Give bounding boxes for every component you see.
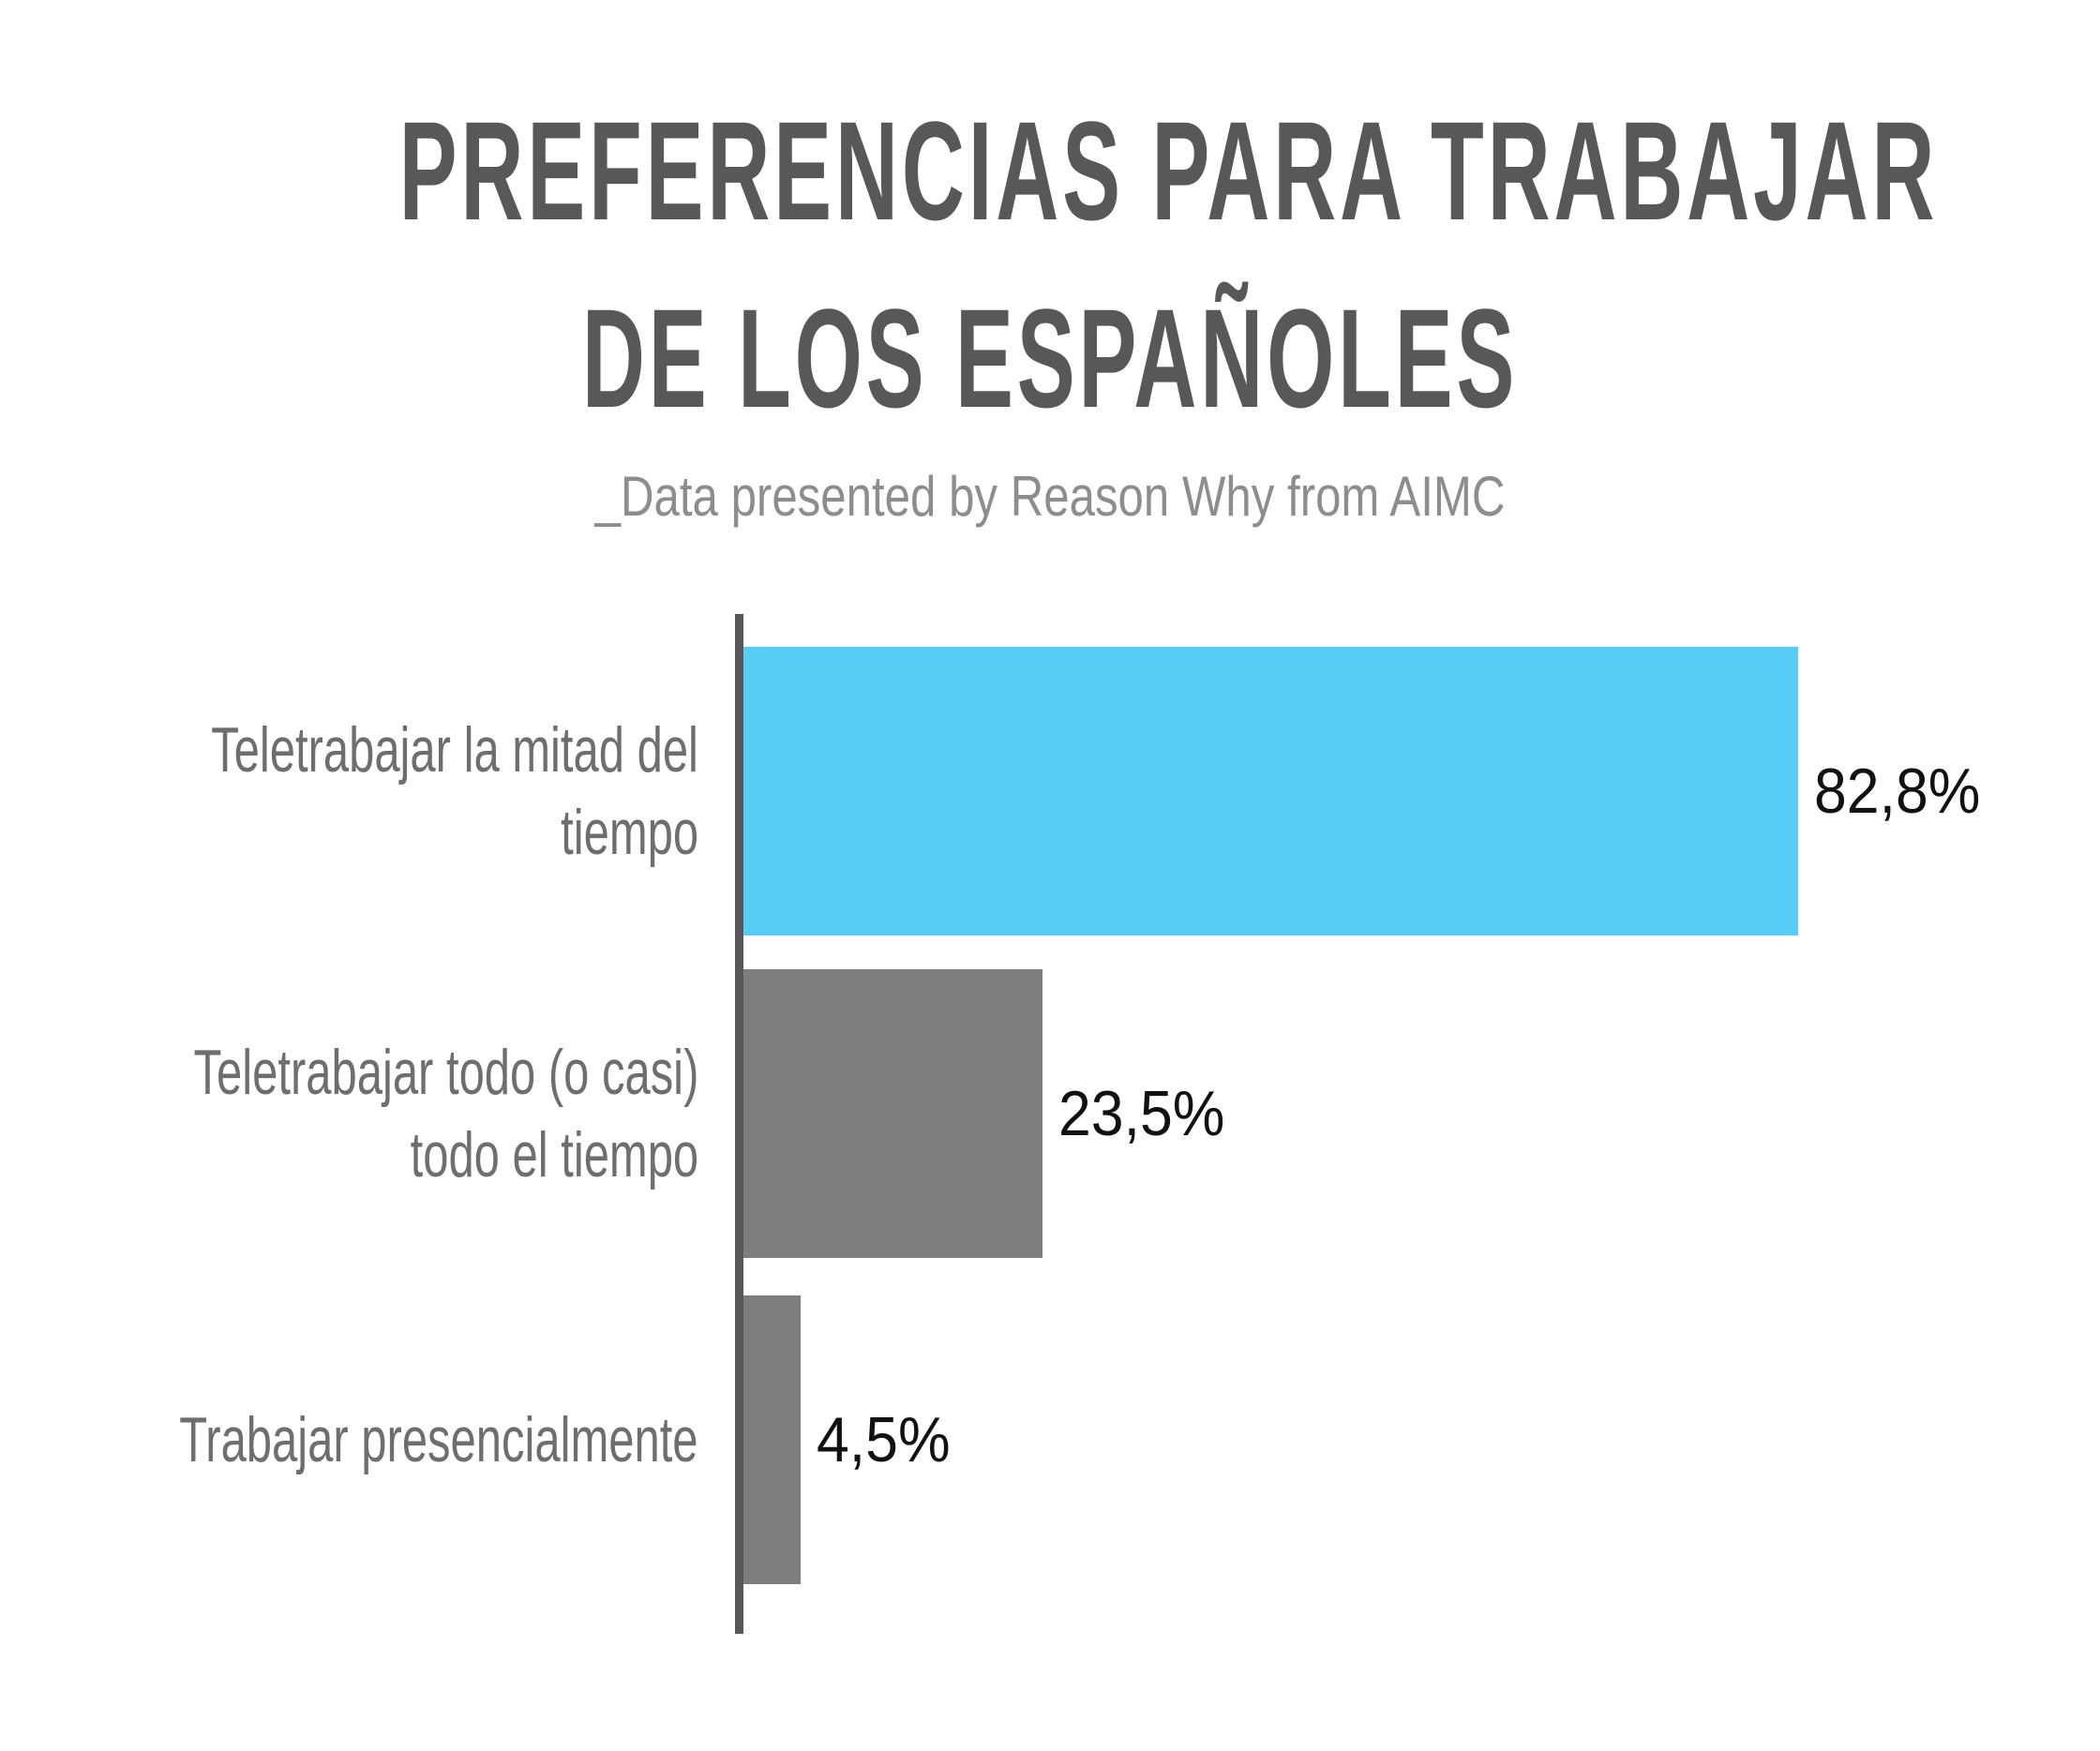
category-label-2: Teletrabajar todo (o casi) todo el tiemp… <box>0 969 698 1258</box>
chart-title: PREFERENCIAS PARA TRABAJAR DE LOS ESPAÑO… <box>0 77 2100 452</box>
value-label-3: 4,5% <box>817 1404 951 1475</box>
category-label-1-line1: Teletrabajar la mitad del <box>211 714 698 786</box>
bar-teletrabajar-todo <box>743 969 1042 1258</box>
bar-teletrabajar-mitad <box>743 647 1798 935</box>
chart-title-line2: DE LOS ESPAÑOLES <box>581 279 1519 437</box>
category-label-3: Trabajar presencialmente <box>0 1295 698 1584</box>
category-label-3-line1: Trabajar presencialmente <box>179 1404 698 1475</box>
y-axis-line <box>735 614 743 1634</box>
category-label-1: Teletrabajar la mitad del tiempo <box>0 647 698 935</box>
category-label-2-line1: Teletrabajar todo (o casi) <box>193 1037 698 1108</box>
value-label-2: 23,5% <box>1058 1078 1225 1149</box>
category-label-2-line2: todo el tiempo <box>410 1119 698 1190</box>
chart-row-2: Teletrabajar todo (o casi) todo el tiemp… <box>193 969 1239 1258</box>
chart-row-3: Trabajar presencialmente 4,5% <box>180 1295 962 1584</box>
chart-row-1: Teletrabajar la mitad del tiempo 82,8% <box>211 647 1995 935</box>
category-label-1-line2: tiempo <box>561 797 698 868</box>
chart-title-line1: PREFERENCIAS PARA TRABAJAR <box>398 92 1939 249</box>
value-label-1: 82,8% <box>1814 756 1981 827</box>
bar-trabajar-presencial <box>743 1295 801 1584</box>
chart-subtitle: _Data presented by Reason Why from AIMC <box>594 465 1506 528</box>
